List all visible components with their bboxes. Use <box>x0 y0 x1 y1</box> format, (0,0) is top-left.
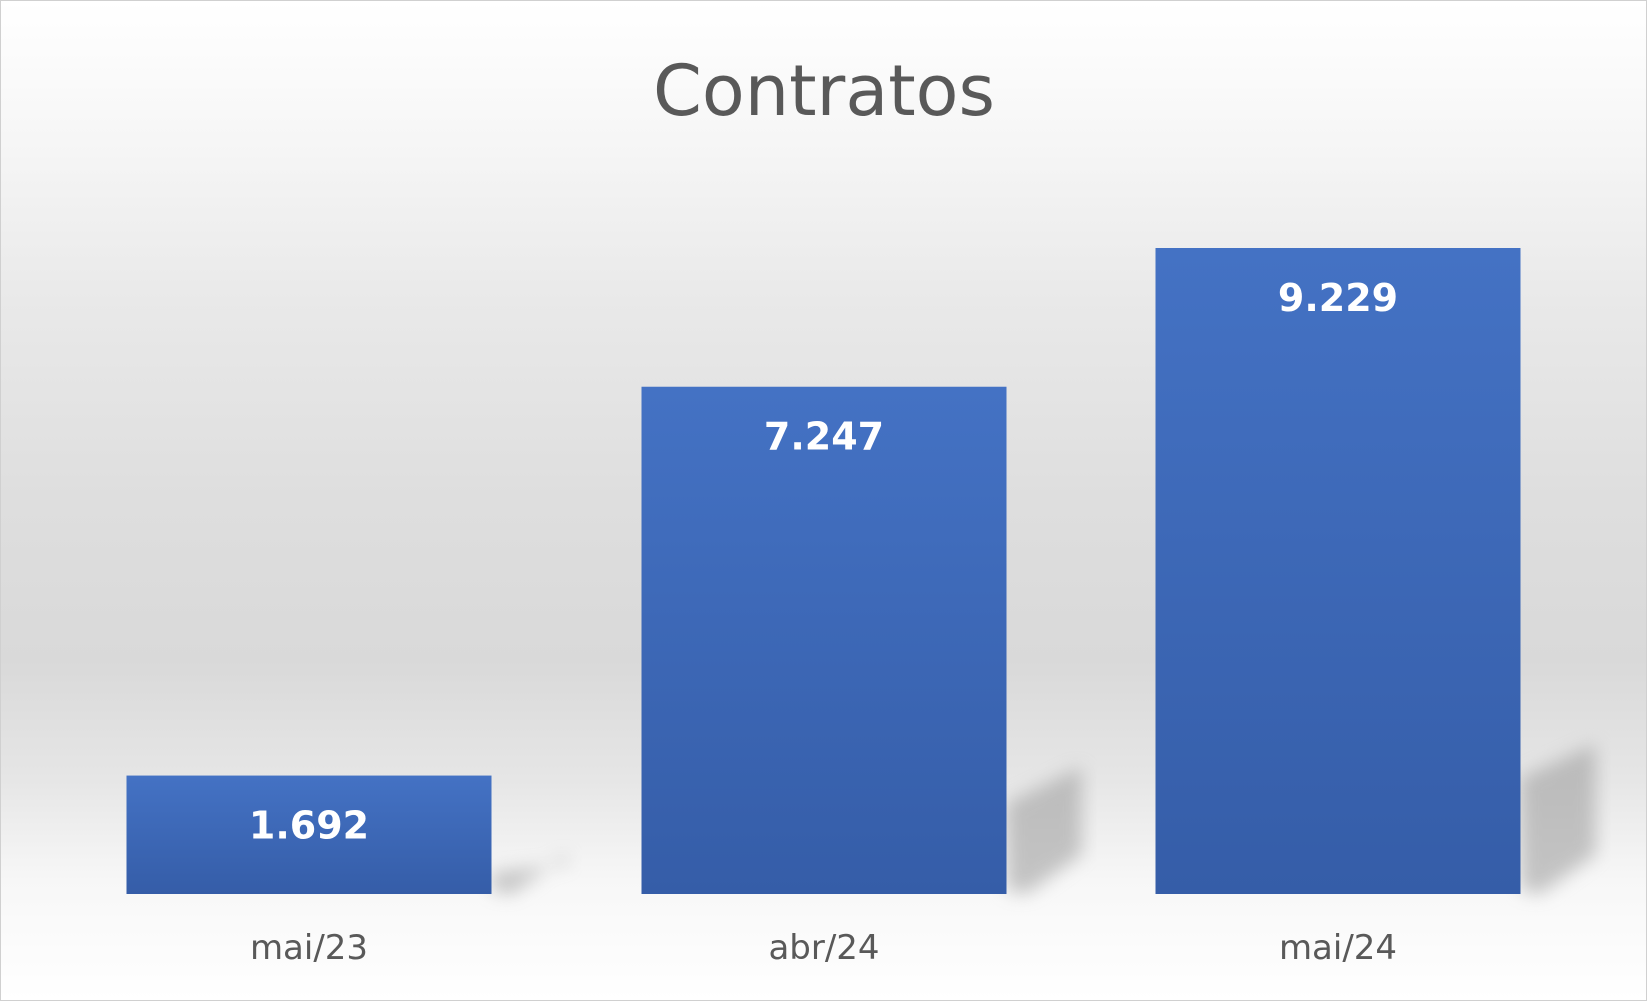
x-tick-label: mai/24 <box>1279 928 1397 968</box>
bar-shadow <box>1006 767 1082 894</box>
bar-mai-24[interactable] <box>1155 248 1521 894</box>
bar-series <box>126 248 1521 894</box>
bar-mai-23[interactable] <box>126 775 492 894</box>
x-tick-label: mai/23 <box>250 928 368 968</box>
chart-title: Contratos <box>653 50 995 132</box>
data-label: 7.247 <box>764 415 884 459</box>
bar-shadow <box>491 854 567 894</box>
bar-abr-24[interactable] <box>641 386 1007 894</box>
data-label: 1.692 <box>249 804 369 848</box>
data-labels: 1.692 7.247 9.229 <box>249 276 1398 848</box>
x-axis-tick-labels: mai/23 abr/24 mai/24 <box>250 928 1397 968</box>
bar-shadows <box>491 744 1596 894</box>
x-tick-label: abr/24 <box>768 928 879 968</box>
data-label: 9.229 <box>1278 276 1398 320</box>
bar-shadow <box>1520 744 1596 894</box>
